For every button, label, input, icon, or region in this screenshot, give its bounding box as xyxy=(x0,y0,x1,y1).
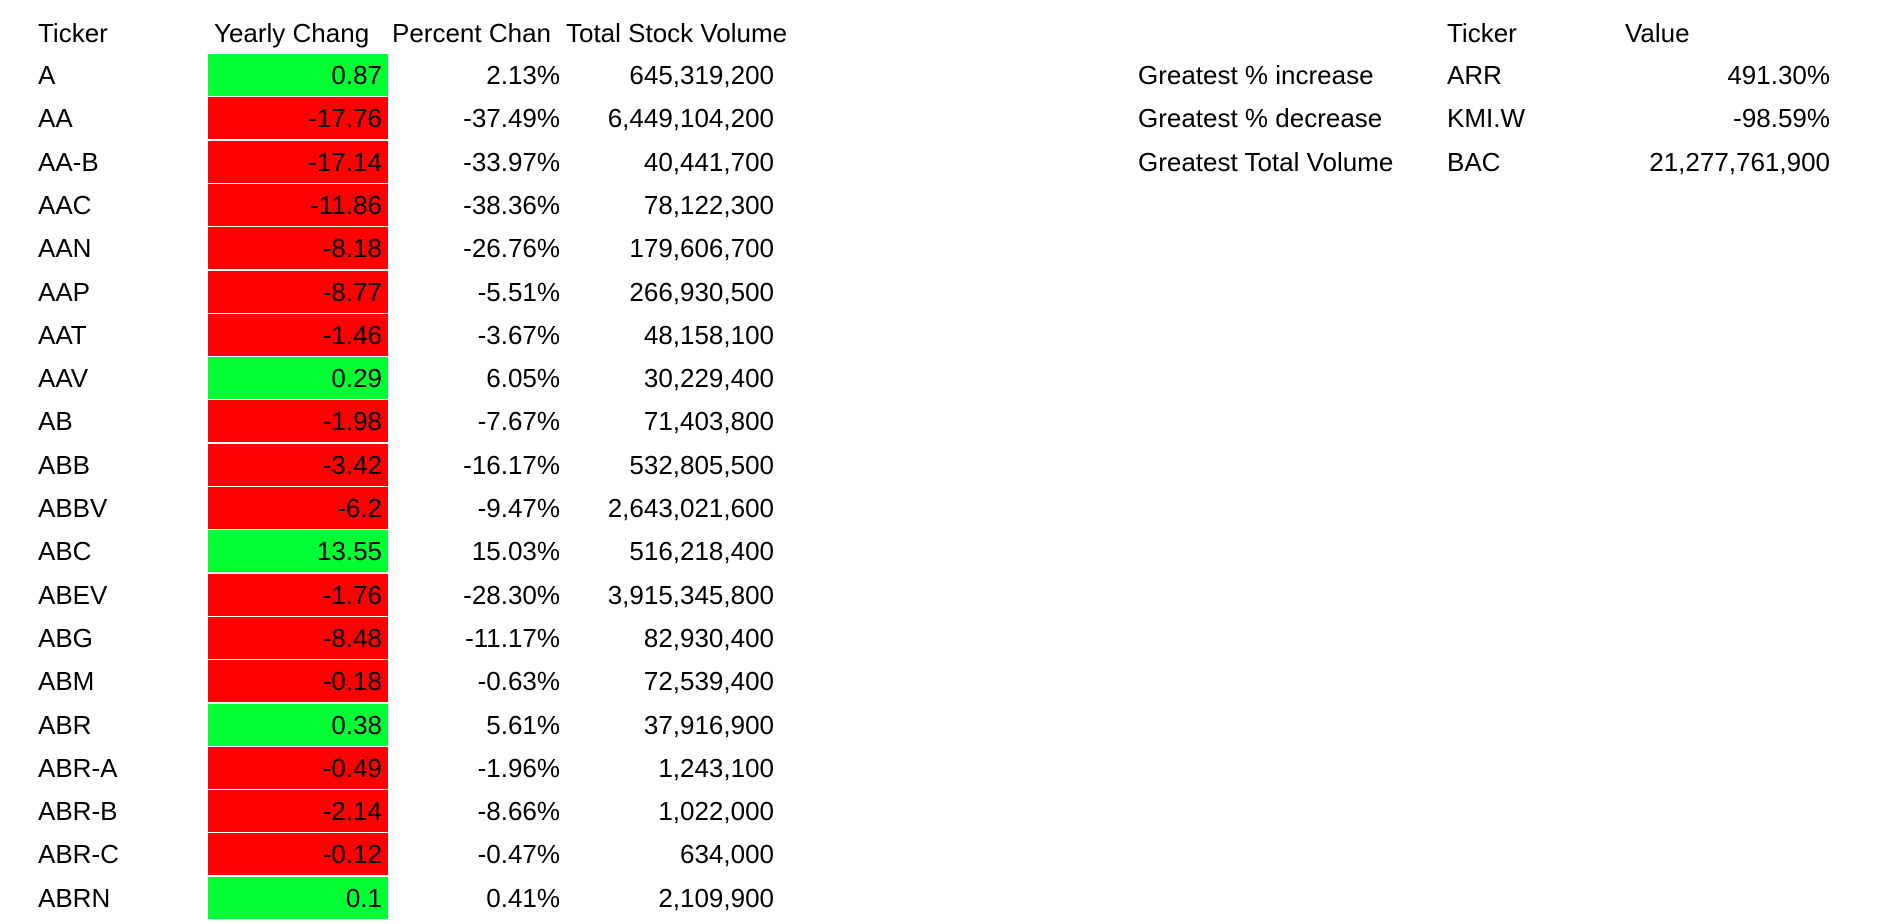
summary-label[interactable]: Greatest Total Volume xyxy=(1138,147,1394,177)
cell-total-volume[interactable]: 30,229,400 xyxy=(643,363,774,393)
cell-yearly-change[interactable]: 0.38 xyxy=(208,704,388,746)
summary-ticker[interactable]: BAC xyxy=(1447,147,1501,177)
cell-yearly-change[interactable]: -3.42 xyxy=(208,444,388,486)
cell-total-volume[interactable]: 71,403,800 xyxy=(643,406,774,436)
cell-ticker[interactable]: ABRN xyxy=(38,883,111,913)
cell-yearly-change[interactable]: -1.98 xyxy=(208,400,388,442)
summary-value[interactable]: 21,277,761,900 xyxy=(1649,147,1830,177)
cell-total-volume[interactable]: 6,449,104,200 xyxy=(607,103,774,133)
cell-ticker[interactable]: ABC xyxy=(38,536,92,566)
cell-ticker[interactable]: ABR xyxy=(38,710,92,740)
cell-ticker[interactable]: AA-B xyxy=(38,147,99,177)
header-ticker[interactable]: Ticker xyxy=(38,18,108,48)
cell-total-volume[interactable]: 1,022,000 xyxy=(658,796,774,826)
cell-ticker[interactable]: AB xyxy=(38,406,73,436)
cell-ticker[interactable]: ABBV xyxy=(38,493,108,523)
cell-yearly-change[interactable]: -17.14 xyxy=(208,141,388,183)
cell-total-volume[interactable]: 179,606,700 xyxy=(629,233,774,263)
cell-yearly-change[interactable]: -0.12 xyxy=(208,833,388,875)
cell-ticker[interactable]: ABB xyxy=(38,450,91,480)
cell-ticker[interactable]: ABG xyxy=(38,623,93,653)
cell-percent-change[interactable]: -37.49% xyxy=(463,103,560,133)
cell-ticker[interactable]: ABR-B xyxy=(38,796,118,826)
cell-ticker[interactable]: AAP xyxy=(38,277,91,307)
summary-header-value[interactable]: Value xyxy=(1625,18,1690,48)
cell-yearly-change[interactable]: -8.77 xyxy=(208,271,388,313)
cell-ticker[interactable]: AAN xyxy=(38,233,92,263)
cell-percent-change[interactable]: -8.66% xyxy=(477,796,560,826)
header-yearly-change[interactable]: Yearly Chang xyxy=(214,18,370,48)
cell-yearly-change[interactable]: -2.14 xyxy=(208,790,388,832)
cell-ticker[interactable]: ABR-A xyxy=(38,753,118,783)
cell-yearly-change[interactable]: -8.18 xyxy=(208,227,388,269)
cell-yearly-change[interactable]: -17.76 xyxy=(208,97,388,139)
cell-yearly-change[interactable]: 13.55 xyxy=(208,530,388,572)
cell-ticker[interactable]: AAV xyxy=(38,363,89,393)
cell-percent-change[interactable]: -5.51% xyxy=(477,277,560,307)
cell-yearly-change[interactable]: -6.2 xyxy=(208,487,388,529)
cell-yearly-change[interactable]: 0.87 xyxy=(208,54,388,96)
cell-ticker[interactable]: A xyxy=(38,60,56,90)
cell-ticker[interactable]: AAC xyxy=(38,190,92,220)
cell-yearly-change[interactable]: -8.48 xyxy=(208,617,388,659)
cell-percent-change[interactable]: 2.13% xyxy=(486,60,560,90)
cell-percent-change[interactable]: 5.61% xyxy=(486,710,560,740)
cell-total-volume[interactable]: 2,109,900 xyxy=(658,883,774,913)
cell-yearly-change[interactable]: 0.29 xyxy=(208,357,388,399)
cell-ticker[interactable]: AA xyxy=(38,103,73,133)
header-total-volume[interactable]: Total Stock Volume xyxy=(566,18,788,48)
summary-ticker[interactable]: ARR xyxy=(1447,60,1502,90)
cell-percent-change[interactable]: -3.67% xyxy=(477,320,560,350)
cell-total-volume[interactable]: 78,122,300 xyxy=(643,190,774,220)
cell-yearly-change[interactable]: -1.76 xyxy=(208,574,388,616)
summary-label[interactable]: Greatest % decrease xyxy=(1138,103,1383,133)
cell-total-volume[interactable]: 645,319,200 xyxy=(629,60,774,90)
summary-value[interactable]: 491.30% xyxy=(1727,60,1830,90)
cell-percent-change[interactable]: -0.63% xyxy=(477,666,560,696)
cell-yearly-change[interactable]: -11.86 xyxy=(208,184,388,226)
cell-percent-change[interactable]: -26.76% xyxy=(463,233,560,263)
cell-yearly-change[interactable]: -1.46 xyxy=(208,314,388,356)
cell-percent-change[interactable]: -33.97% xyxy=(463,147,560,177)
cell-total-volume[interactable]: 1,243,100 xyxy=(658,753,774,783)
cell-percent-change[interactable]: -16.17% xyxy=(463,450,560,480)
cell-percent-change[interactable]: -38.36% xyxy=(463,190,560,220)
cell-yearly-change[interactable]: -0.49 xyxy=(208,747,388,789)
cell-total-volume[interactable]: 72,539,400 xyxy=(643,666,774,696)
cell-total-volume[interactable]: 82,930,400 xyxy=(643,623,774,653)
summary-header-ticker[interactable]: Ticker xyxy=(1447,18,1517,48)
cell-percent-change[interactable]: -9.47% xyxy=(477,493,560,523)
cell-percent-change[interactable]: 6.05% xyxy=(486,363,560,393)
cell-total-volume[interactable]: 634,000 xyxy=(680,839,774,869)
cell-ticker[interactable]: ABEV xyxy=(38,580,108,610)
header-percent-change[interactable]: Percent Chan xyxy=(392,18,551,48)
cell-percent-change[interactable]: 0.41% xyxy=(486,883,560,913)
cell-yearly-change[interactable]: -0.18 xyxy=(208,660,388,702)
cell-total-volume[interactable]: 48,158,100 xyxy=(643,320,774,350)
cell-percent-change[interactable]: -1.96% xyxy=(477,753,560,783)
cell-percent-change[interactable]: 15.03% xyxy=(471,536,560,566)
summary-ticker[interactable]: KMI.W xyxy=(1447,103,1525,133)
cell-total-volume[interactable]: 3,915,345,800 xyxy=(607,580,774,610)
cell-ticker[interactable]: ABM xyxy=(38,666,95,696)
cell-total-volume[interactable]: 532,805,500 xyxy=(629,450,774,480)
cell-total-volume[interactable]: 2,643,021,600 xyxy=(607,493,774,523)
cell-ticker[interactable]: ABR-C xyxy=(38,839,119,869)
cell-total-volume[interactable]: 37,916,900 xyxy=(643,710,774,740)
cell-percent-change[interactable]: -28.30% xyxy=(463,580,560,610)
summary-value[interactable]: -98.59% xyxy=(1733,103,1830,133)
cell-percent-change[interactable]: -0.47% xyxy=(477,839,560,869)
summary-label[interactable]: Greatest % increase xyxy=(1138,60,1374,90)
cell-percent-change[interactable]: -11.17% xyxy=(465,623,560,653)
cell-ticker[interactable]: AAT xyxy=(38,320,87,350)
cell-percent-change[interactable]: -7.67% xyxy=(477,406,560,436)
cell-total-volume[interactable]: 266,930,500 xyxy=(629,277,774,307)
cell-total-volume[interactable]: 40,441,700 xyxy=(643,147,774,177)
cell-yearly-change[interactable]: 0.1 xyxy=(208,877,388,919)
cell-total-volume[interactable]: 516,218,400 xyxy=(629,536,774,566)
